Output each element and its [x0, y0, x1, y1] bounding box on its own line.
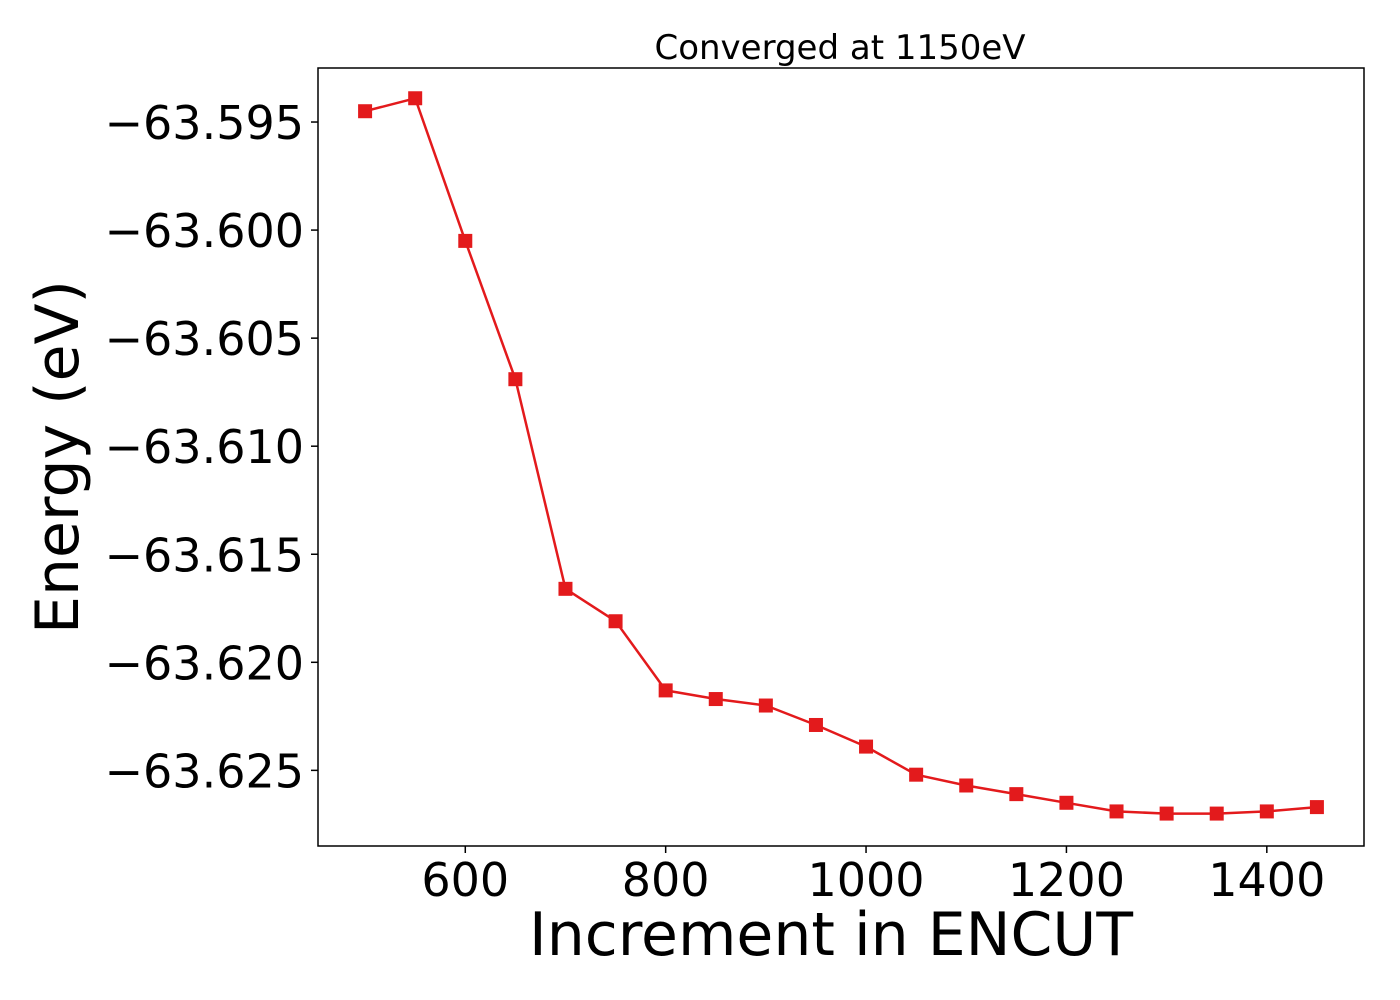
x-tick-label: 1000: [808, 853, 925, 907]
plot-area-frame: [317, 67, 1365, 847]
data-point-marker: [909, 767, 924, 782]
data-point-marker: [358, 104, 373, 119]
series-line: [364, 97, 1318, 815]
data-point-marker: [808, 717, 823, 732]
data-point-marker: [1259, 804, 1274, 819]
data-point-marker: [458, 233, 473, 248]
data-point-marker: [658, 683, 673, 698]
data-point-marker: [959, 778, 974, 793]
y-tick-label: −63.605: [105, 312, 305, 366]
data-point-marker: [859, 739, 874, 754]
data-point-marker: [1209, 806, 1224, 821]
data-point-marker: [1009, 787, 1024, 802]
data-point-marker: [708, 692, 723, 707]
x-tick-label: 600: [421, 853, 509, 907]
data-point-marker: [558, 581, 573, 596]
y-tick-label: −63.620: [105, 636, 305, 690]
x-axis-label: Increment in ENCUT: [529, 900, 1133, 970]
data-point-marker: [1159, 806, 1174, 821]
chart-title: Converged at 1150eV: [654, 28, 1025, 68]
data-point-marker: [1109, 804, 1124, 819]
y-tick-label: −63.595: [105, 96, 305, 150]
data-point-marker: [758, 698, 773, 713]
y-tick-label: −63.610: [105, 420, 305, 474]
data-point-marker: [508, 372, 523, 387]
x-tick-label: 1400: [1208, 853, 1325, 907]
data-point-marker: [408, 91, 423, 106]
y-axis: −63.595 −63.600 −63.605 −63.610 −63.615 −63.6…: [105, 96, 318, 798]
x-tick-label: 800: [622, 853, 710, 907]
series-layer: [358, 91, 1324, 821]
data-point-marker: [1309, 800, 1324, 815]
y-tick-label: −63.600: [105, 204, 305, 258]
y-tick-label: −63.615: [105, 528, 305, 582]
x-tick-label: 1200: [1008, 853, 1125, 907]
data-point-marker: [608, 614, 623, 629]
y-tick-label: −63.625: [105, 744, 305, 798]
y-axis-label: Energy (eV): [23, 280, 93, 634]
data-point-marker: [1059, 795, 1074, 810]
x-axis: 600 800 1000 1200 1400: [421, 846, 1325, 907]
